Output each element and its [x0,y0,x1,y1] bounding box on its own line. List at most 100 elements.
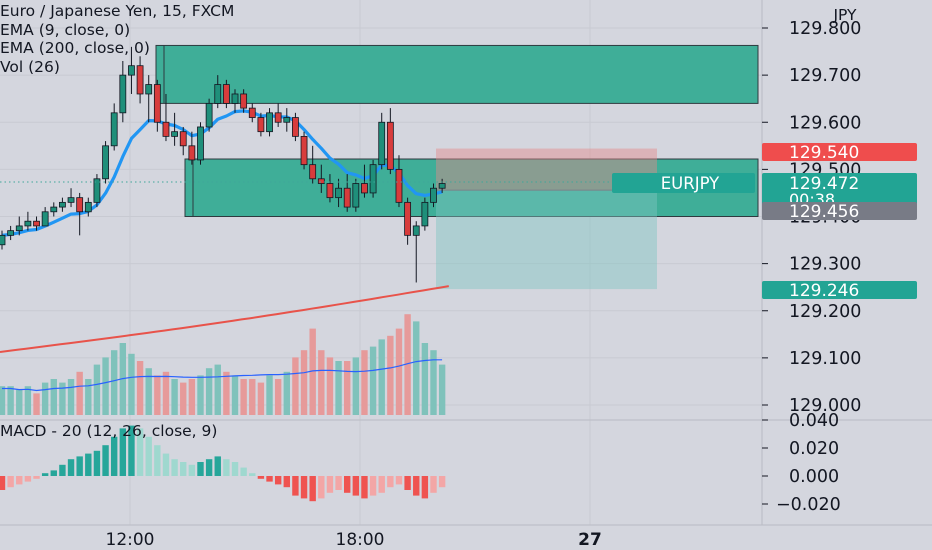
volume-bar [249,379,256,415]
macd-bar [197,462,204,476]
chart-title[interactable]: Euro / Japanese Yen, 15, FXCM [0,2,235,20]
candle-body [205,103,213,128]
macd-bar [93,450,101,476]
macd-tick-label: 0.040 [789,411,839,431]
volume-bar [162,371,170,415]
volume-bar [283,371,290,415]
volume-bar [24,386,32,415]
volume-bar [361,350,368,415]
macd-bar [387,476,394,488]
macd-bar [309,476,316,502]
ema-9-label[interactable]: EMA (9, close, 0) [0,20,131,39]
volume-bar [378,339,385,415]
currency-label: JPY [832,6,857,24]
zones[interactable] [155,44,759,218]
legend: Euro / Japanese Yen, 15, FXCM EMA (9, cl… [0,2,234,76]
macd-histogram [0,425,446,502]
volume-bar [352,357,360,415]
candle-body [386,121,394,170]
volume-bar [335,361,342,415]
candle-body [110,112,118,147]
candle-body [283,117,291,123]
volume-bar [76,371,83,415]
candle-body [240,93,248,109]
candle-body [257,117,265,133]
macd-bar [344,476,351,493]
macd-bar [326,476,334,493]
volume-bars [0,314,446,415]
candle-body [188,145,196,161]
sl-label-bg [762,281,917,299]
candle-body [404,201,412,236]
volume-bar [205,368,213,415]
candle-body [76,197,84,213]
price-tick-label: 129.200 [789,302,861,322]
macd-bar [59,464,66,476]
macd-bar [136,428,144,476]
candle-body [179,131,187,147]
macd-bar [421,476,429,499]
macd-bar [352,476,360,496]
macd-bar [404,476,411,490]
symbol-tag-bg [612,173,755,193]
macd-bar [335,476,342,490]
volume-label[interactable]: Vol (26) [0,57,60,76]
candle-body [128,65,135,76]
macd-bar [240,467,247,476]
time-axis[interactable]: 12:00 18:00 27 [106,530,602,550]
macd-bar [214,456,221,476]
volume-bar [171,379,178,415]
volume-bar [421,343,429,415]
volume-bar [145,368,152,415]
volume-bar [7,386,14,415]
macd-bar [85,453,92,476]
macd-bar [33,476,40,479]
price-tick-label: 129.600 [789,113,861,133]
candle-body [292,117,299,137]
candle-body [266,112,273,133]
candle-body [24,220,32,227]
volume-bar [395,328,403,415]
volume-bar [154,375,161,415]
macd-bar [180,462,187,476]
macd-bar [110,436,118,476]
entry-label: 129.456 [789,202,859,222]
volume-bar [404,314,411,415]
candle-body [153,84,161,123]
position-tool[interactable] [436,148,657,290]
candle-body [145,84,153,95]
candle-body [93,178,101,203]
candle-body [0,234,6,246]
candle-body [369,164,377,194]
volume-bar [188,379,196,415]
sl-label: 129.246 [789,281,859,301]
volume-bar [266,375,273,415]
macd-bar [7,476,14,488]
macd-label[interactable]: MACD - 20 (12, 26, close, 9) [0,422,218,440]
macd-bar [292,476,299,496]
volume-bar [430,350,437,415]
macd-bar [283,476,290,488]
macd-bar [318,476,325,499]
candle-body [84,201,92,213]
macd-bar [438,476,446,488]
volume-bar [413,321,420,415]
candle-body [361,183,368,194]
candle-body [343,187,351,208]
candle-body [430,187,437,203]
price-tick-label: 129.000 [789,396,861,416]
ema-200-label[interactable]: EMA (200, close, 0) [0,39,150,57]
volume-bar [197,375,204,415]
volume-bar [274,379,282,415]
macd-bar [128,425,135,476]
candle-body [102,145,109,180]
macd-bar [16,476,23,485]
macd-bar [171,459,178,476]
macd-bar [231,462,239,476]
volume-bar [223,371,230,415]
volume-bar [33,393,40,415]
macd-bar [369,476,377,496]
volume-bar [309,328,316,415]
